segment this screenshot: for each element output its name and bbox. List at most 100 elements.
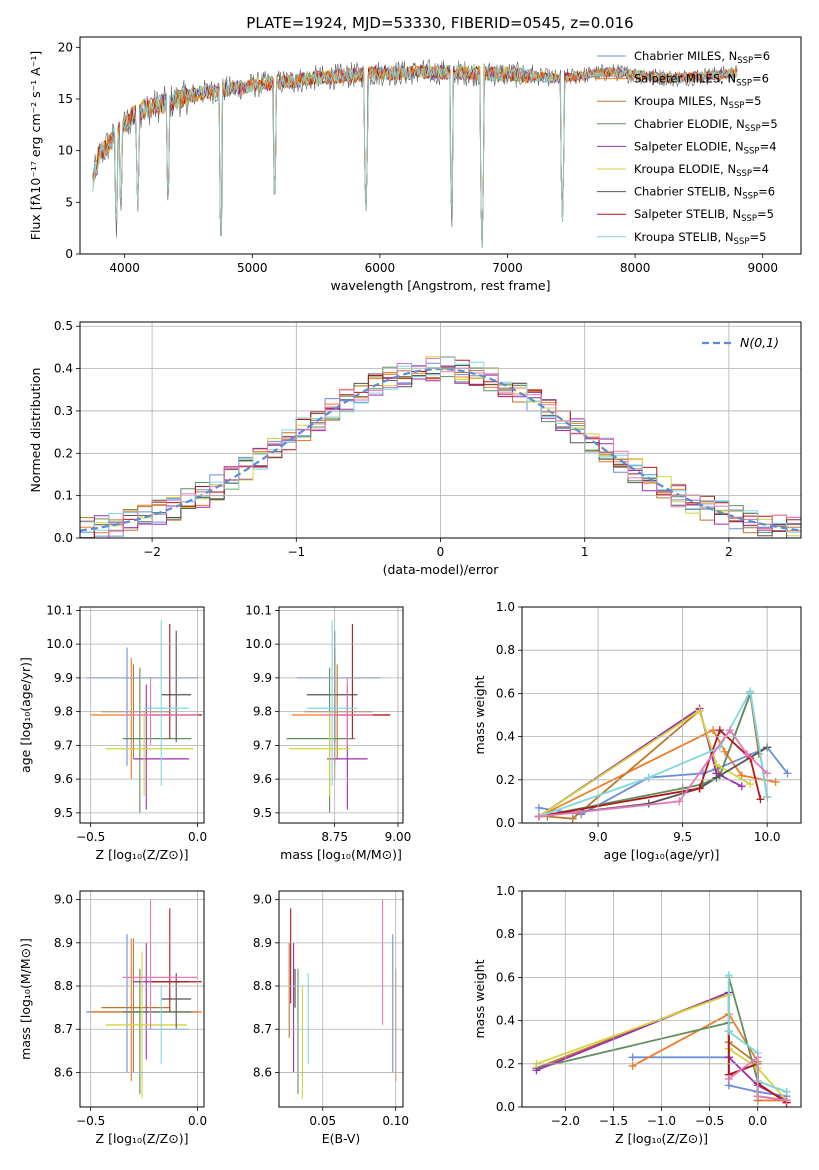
x-tick-label: 0 (437, 545, 445, 559)
legend-entry-sub: SSP (734, 237, 750, 247)
weight-marker (725, 726, 734, 735)
legend-entry-sub: SSP (736, 169, 752, 179)
y-tick-label: 0.4 (54, 362, 73, 376)
legend-entry-main: Kroupa MILES, N (634, 94, 729, 108)
legend-entry-main: Kroupa ELODIE, N (634, 162, 736, 176)
legend-entry-main: Salpeter ELODIE, N (634, 139, 744, 153)
y-tick-label: 0.3 (54, 404, 73, 418)
x-axis-label: wavelength [Angstrom, rest frame] (330, 278, 550, 293)
y-axis-label: age [log₁₀(age/yr)] (18, 657, 33, 773)
plot-area (286, 620, 391, 813)
weight-marker (724, 1074, 733, 1083)
y-tick-label: 1.0 (496, 600, 515, 614)
weight-series-line (538, 689, 769, 818)
legend-entry: Salpeter STELIB, NSSP=5 (634, 207, 774, 224)
y-tick-label: 8.7 (54, 1022, 73, 1036)
legend-entry-main: Kroupa STELIB, N (634, 230, 734, 244)
weight-marker (746, 780, 755, 789)
legend-entry-main: Salpeter MILES, N (634, 72, 736, 86)
legend-entry-tail: =5 (757, 207, 774, 221)
weight-marker (746, 687, 755, 696)
y-tick-label: 0.4 (496, 730, 515, 744)
x-tick-label: 1 (581, 545, 589, 559)
axes-frame (278, 890, 404, 1108)
weight-marker (695, 706, 704, 715)
x-tick-label: 8000 (620, 261, 651, 275)
panel-residuals: −2 −1 0 1 2 0.0 0.1 0.2 0.3 0.4 0.5 (data-model)/er… (28, 319, 802, 577)
x-tick-label: 7000 (492, 261, 523, 275)
x-tick-label: 0.0 (748, 1114, 767, 1128)
y-tick-label: 8.9 (54, 936, 73, 950)
legend-entry: Kroupa MILES, NSSP=5 (634, 94, 761, 111)
y-tick-label: 10.0 (46, 637, 73, 651)
weight-marker (712, 760, 721, 769)
weight-marker (715, 726, 724, 735)
axes-frame (278, 606, 404, 824)
weight-marker (534, 812, 543, 821)
legend-entry-sub: SSP (736, 79, 752, 89)
y-tick-label: 0.6 (496, 686, 515, 700)
x-tick-label: 4000 (109, 261, 140, 275)
axes-frame (521, 890, 802, 1108)
panel-ebv-mass: 0.05 0.10 8.6 8.7 8.8 8.9 9.0 E(B-V) (253, 890, 409, 1146)
y-tick-label: 0.2 (54, 446, 73, 460)
y-tick-label: 0.8 (496, 643, 515, 657)
legend-entry-main: Salpeter STELIB, N (634, 207, 741, 221)
y-tick-label: 0.0 (496, 816, 515, 830)
weight-marker (709, 726, 718, 735)
y-tick-label: 10.1 (46, 603, 73, 617)
y-tick-label: 8.7 (253, 1022, 272, 1036)
legend-entry-sub: SSP (729, 101, 745, 111)
axes-frame (79, 890, 205, 1108)
y-axis-label: mass [log₁₀(M/M⊙)] (18, 938, 33, 1060)
weight-marker (720, 747, 729, 756)
legend-entry-sub: SSP (741, 214, 757, 224)
y-tick-label: 0.0 (54, 531, 73, 545)
weight-marker (771, 777, 780, 786)
y-tick-label: 10 (58, 144, 73, 158)
x-tick-label: −2.0 (551, 1114, 580, 1128)
y-tick-label: 8.8 (54, 979, 73, 993)
legend-entry: Chabrier MILES, NSSP=6 (634, 49, 770, 66)
y-tick-label: 9.5 (54, 806, 73, 820)
legend-entry-tail: =6 (753, 49, 770, 63)
weight-marker (712, 773, 721, 782)
y-tick-label: 0.6 (496, 970, 515, 984)
y-axis-label: mass weight (472, 675, 487, 754)
y-tick-label: 0.2 (496, 773, 515, 787)
x-tick-label: 10.0 (754, 830, 781, 844)
x-tick-label: 9000 (747, 261, 778, 275)
panel-mass-age: 8.75 9.00 9.5 9.6 9.7 9.8 9.9 10.0 10.1 mass [log… (245, 603, 411, 862)
y-tick-label: 0.1 (54, 489, 73, 503)
x-tick-label: −1.0 (647, 1114, 676, 1128)
legend-entry: Chabrier STELIB, NSSP=6 (634, 185, 775, 202)
y-tick-label: 0.2 (496, 1057, 515, 1071)
weight-marker (724, 1027, 733, 1036)
y-tick-label: 9.0 (253, 893, 272, 907)
y-tick-label: 10.1 (245, 603, 272, 617)
x-tick-label: 9.00 (385, 830, 412, 844)
plot-area (86, 620, 202, 813)
y-tick-label: 15 (58, 92, 73, 106)
legend-entry-sub: SSP (745, 124, 761, 134)
legend-entry: Kroupa STELIB, NSSP=5 (634, 230, 766, 247)
weight-marker (628, 1053, 637, 1062)
x-tick-label: 9.5 (673, 830, 692, 844)
y-tick-label: 8.8 (253, 979, 272, 993)
x-axis-label: Z [log₁₀(Z/Z⊙)] (96, 1131, 189, 1146)
legend: N(0,1) (702, 335, 779, 350)
legend-entry-tail: =6 (758, 185, 775, 199)
legend-entry-tail: =6 (752, 72, 769, 86)
x-tick-label: 8.75 (321, 830, 348, 844)
panel-spectrum: 4000 5000 6000 7000 8000 9000 0 5 10 15 20 waveleng… (28, 36, 802, 293)
legend-entry: Salpeter MILES, NSSP=6 (634, 72, 769, 89)
y-tick-label: 10.0 (245, 637, 272, 651)
x-tick-label: −0.5 (76, 1114, 105, 1128)
panel-z-weight: −2.0 −1.5 −1.0 −0.5 0.0 0.0 0.2 0.4 0.6 0.8 1.0 Z [… (472, 884, 802, 1146)
x-tick-label: −2 (143, 545, 161, 559)
weight-marker (644, 773, 653, 782)
legend-entry-tail: =5 (744, 94, 761, 108)
plot-area (288, 899, 397, 1099)
legend-entry-sub: SSP (737, 56, 753, 66)
